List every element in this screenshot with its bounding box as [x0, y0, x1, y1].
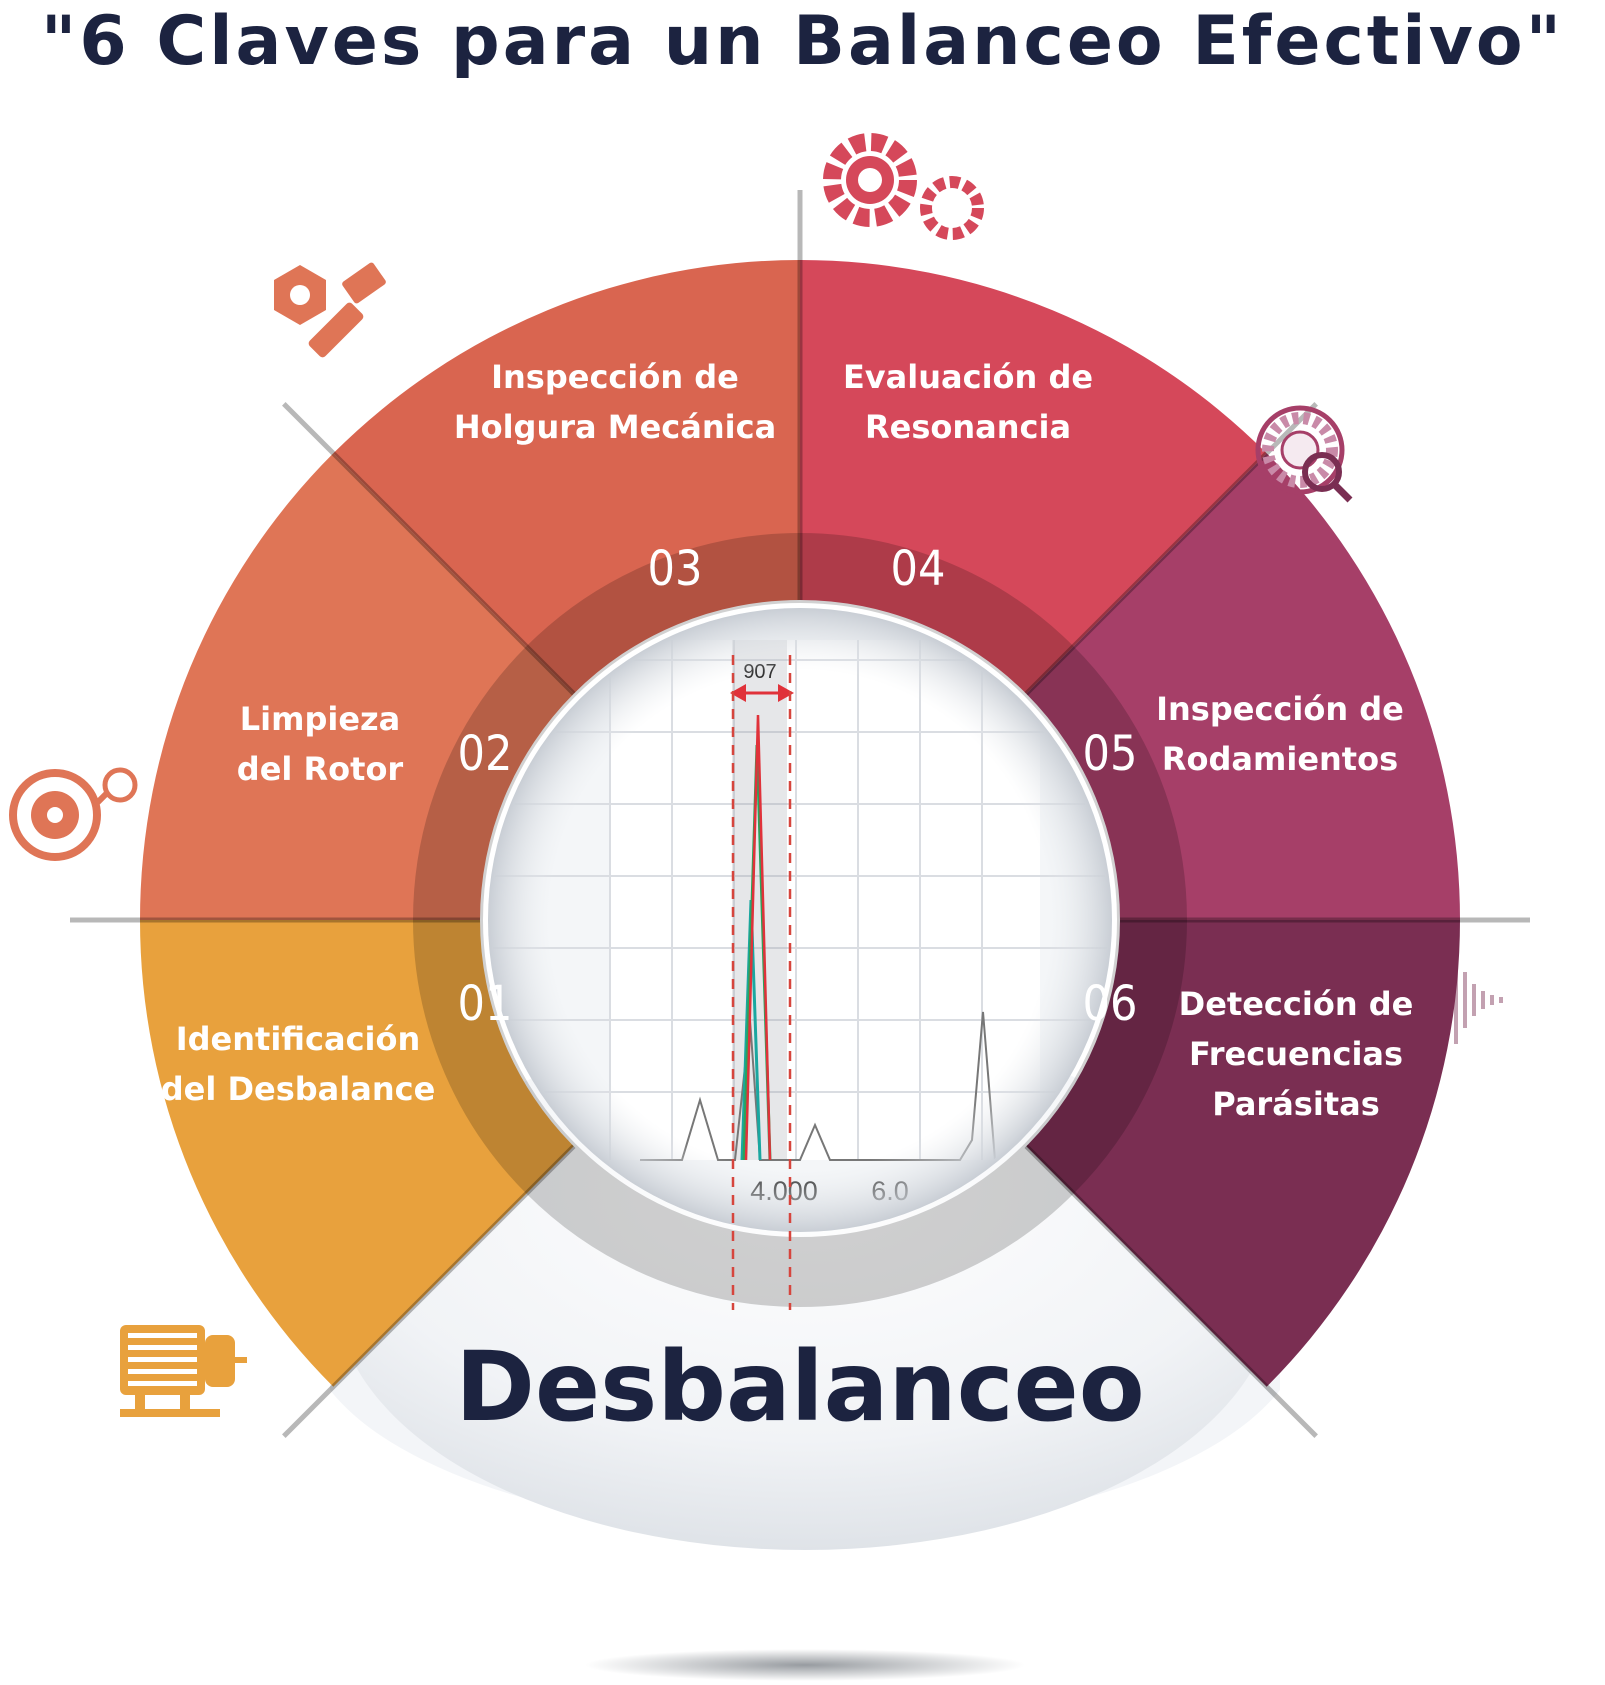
center-label: Desbalanceo: [455, 1331, 1144, 1443]
bearing-magnifier-icon: [1255, 405, 1353, 503]
segment-02: [140, 453, 574, 920]
segment-05: [1026, 453, 1460, 920]
motor-icon: [120, 1325, 247, 1417]
waveform-icon: [1418, 956, 1503, 1044]
page-title: "6 Claves para un Balanceo Efectivo": [40, 2, 1565, 81]
segment-label: Identificación: [176, 1020, 421, 1058]
lens-rim: [488, 608, 1112, 1232]
segment-divider: [1024, 402, 1318, 696]
segment-label: del Rotor: [237, 750, 404, 788]
segment-label: Parásitas: [1212, 1085, 1380, 1123]
segment-label: Holgura Mecánica: [454, 408, 776, 446]
segment-divider: [1024, 1144, 1318, 1438]
segment-label: Inspección de: [491, 358, 739, 396]
segment-label: Detección de: [1179, 985, 1414, 1023]
segment-label: Evaluación de: [843, 358, 1093, 396]
segment-label: Resonancia: [865, 408, 1071, 446]
segment-04: [800, 260, 1267, 694]
segment-06: [1026, 920, 1460, 1387]
segment-label: Limpieza: [240, 700, 401, 738]
segment-01: [140, 920, 574, 1387]
gears-icon: [823, 133, 984, 240]
bolt-nut-icon: [274, 262, 386, 358]
segment-number: 03: [648, 541, 703, 597]
segment-divider: [282, 402, 576, 696]
segment-label: del Desbalance: [161, 1070, 436, 1108]
segment-number: 06: [1083, 976, 1138, 1032]
segment-number: 05: [1083, 726, 1138, 782]
segment-number: 01: [458, 976, 513, 1032]
segment-number: 02: [458, 726, 513, 782]
segment-label: Rodamientos: [1162, 740, 1398, 778]
segment-label: Inspección de: [1156, 690, 1404, 728]
floor-shadow: [585, 1649, 1025, 1681]
segment-number: 04: [891, 541, 946, 597]
segment-03: [333, 260, 800, 694]
segment-label: Frecuencias: [1189, 1035, 1403, 1073]
segment-divider: [282, 1144, 576, 1438]
rotor-gauge-icon: [9, 767, 138, 861]
inner-dark-ring: [413, 533, 1187, 1307]
